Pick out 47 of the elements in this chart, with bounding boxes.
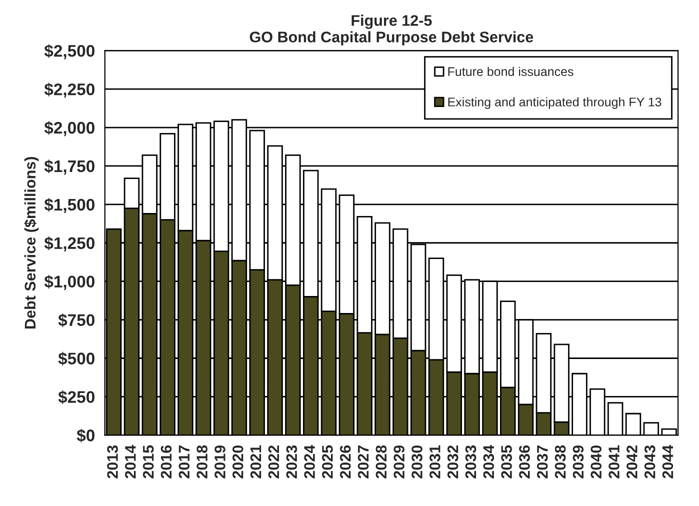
x-tick-label: 2020 — [232, 446, 244, 478]
x-tick-label: 2017 — [178, 446, 190, 478]
x-tick-label: 2037 — [536, 446, 548, 478]
x-tick-label: 2032 — [447, 445, 458, 478]
y-tick-label: $0 — [76, 428, 94, 442]
x-tick-label: 2014 — [125, 444, 136, 478]
y-tick-label: $2,500 — [44, 44, 94, 60]
x-tick-label: 2026 — [340, 445, 351, 478]
x-tick-label: 2033 — [465, 445, 476, 478]
x-tick-label: 2015 — [142, 445, 154, 478]
y-tick-label: $1,500 — [44, 198, 94, 214]
x-tick-label: 2029 — [394, 445, 404, 478]
y-tick-label: $2,000 — [44, 121, 94, 136]
legend-label: Existing and anticipated through FY 13 — [448, 97, 662, 109]
y-tick-label: $1,250 — [44, 236, 94, 252]
x-tick-label: 2025 — [322, 445, 333, 478]
x-tick-label: 2030 — [412, 446, 422, 478]
y-tick-label: $250 — [58, 390, 94, 404]
x-tick-label: 2038 — [554, 445, 566, 478]
x-tick-label: 2022 — [268, 445, 280, 478]
y-tick-label: $2,250 — [44, 82, 94, 98]
x-tick-label: 2035 — [501, 445, 512, 478]
x-tick-label: 2034 — [483, 444, 494, 478]
x-tick-label: 2023 — [286, 445, 298, 478]
chart-title: Figure 12-5 GO Bond Capital Purpose Debt Service — [250, 14, 534, 46]
x-tick-label: 2027 — [358, 446, 369, 478]
x-tick-label: 2040 — [590, 446, 602, 478]
x-tick-label: 2021 — [250, 445, 262, 478]
y-tick-label: $1,000 — [44, 275, 94, 290]
x-tick-label: 2031 — [430, 445, 440, 478]
y-tick-label: $500 — [58, 352, 94, 366]
legend-label: Future bond issuances — [448, 66, 574, 76]
x-tick-label: 2036 — [519, 445, 530, 478]
x-tick-label: 2042 — [626, 445, 638, 478]
x-tick-label: 2041 — [608, 445, 620, 478]
x-tick-label: 2024 — [304, 444, 315, 478]
x-tick-label: 2013 — [107, 445, 118, 478]
y-axis-title: Debt Service ($millions) — [24, 157, 39, 328]
y-tick-label: $1,750 — [44, 160, 94, 175]
x-tick-label: 2044 — [662, 444, 674, 478]
x-tick-label: 2043 — [644, 445, 656, 478]
x-tick-label: 2019 — [214, 445, 226, 478]
x-tick-label: 2028 — [376, 445, 387, 478]
y-tick-label: $750 — [58, 313, 94, 328]
x-tick-label: 2018 — [196, 445, 208, 478]
x-tick-label: 2016 — [160, 445, 172, 478]
x-tick-label: 2039 — [572, 445, 584, 478]
